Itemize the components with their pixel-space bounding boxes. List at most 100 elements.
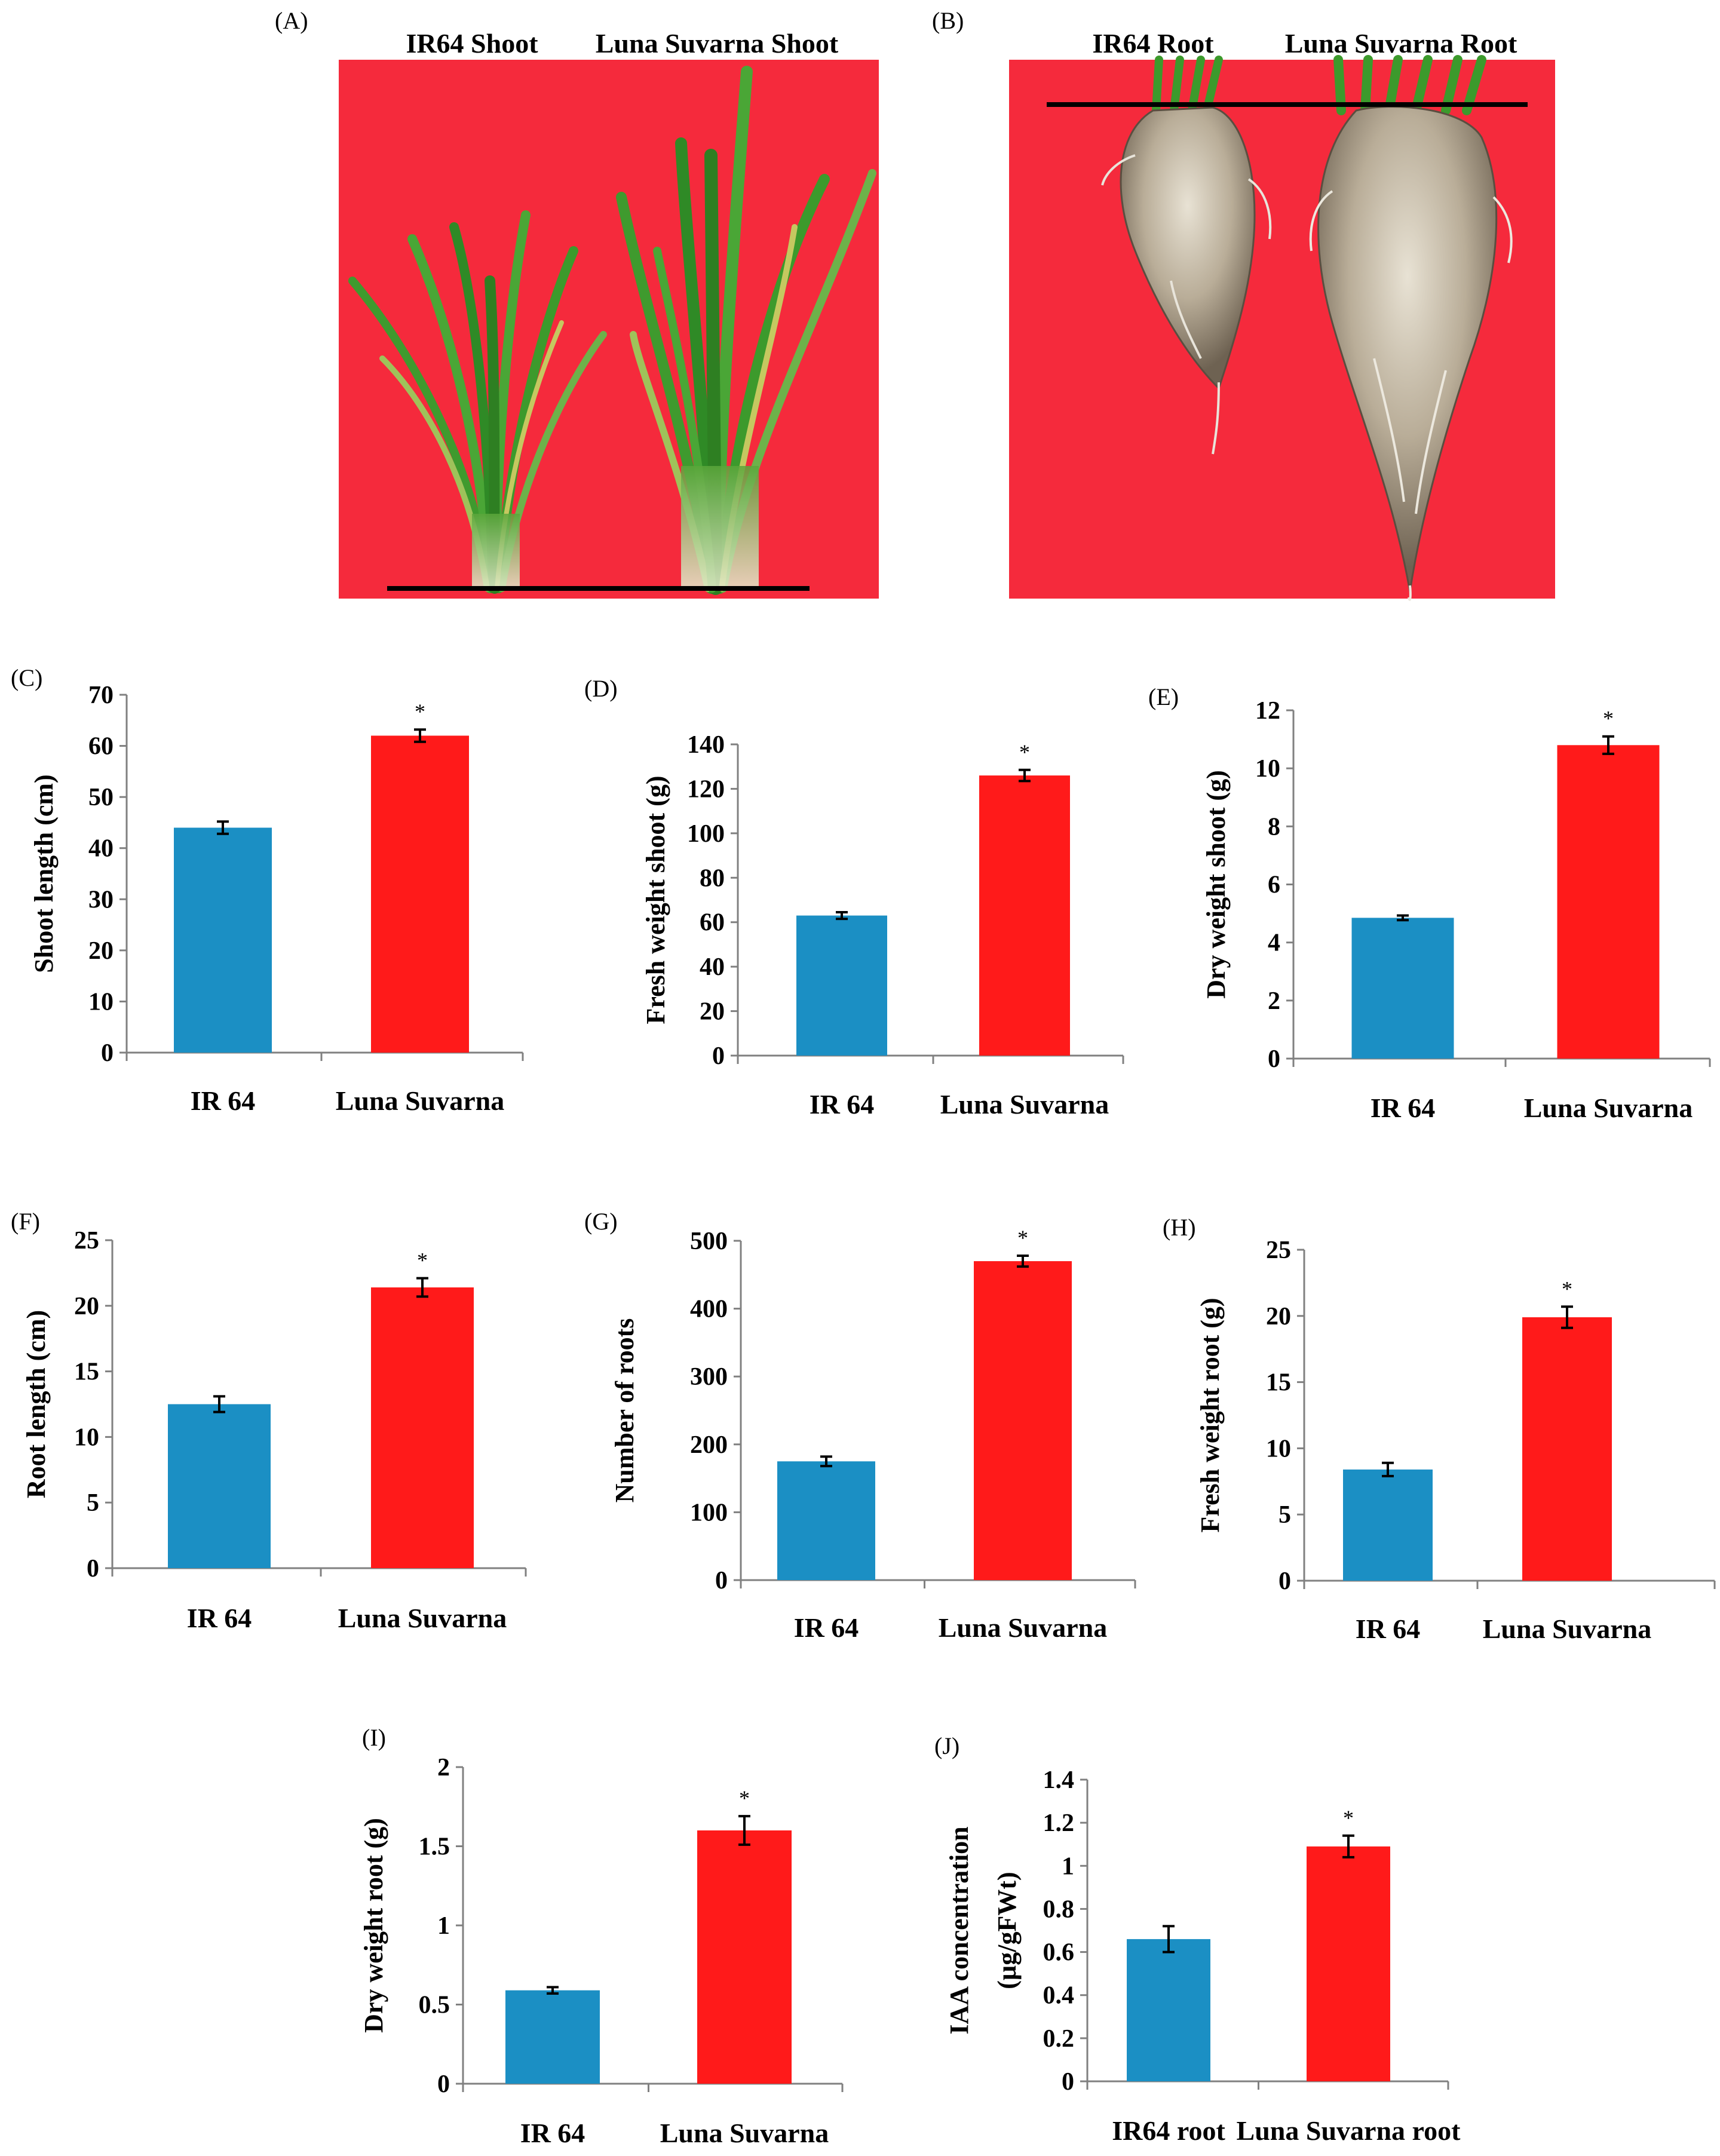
y-tick-label: 40 [88,835,114,863]
significance-star: * [1603,707,1614,731]
panel-label: (J) [934,1732,959,1759]
bar-luna-suvarna [697,1830,792,2084]
y-tick-label: 0 [715,1567,728,1594]
y-tick-label: 10 [1266,1435,1291,1462]
bar-ir64 [796,915,887,1056]
panel-label: (G) [584,1208,618,1235]
y-tick-label: 80 [700,864,725,892]
category-label: Luna Suvarna [1483,1614,1652,1644]
y-tick-label: 20 [88,937,114,965]
significance-star: * [1019,740,1030,764]
y-tick-label: 5 [1278,1501,1291,1529]
y-axis-label: Number of roots [610,1318,639,1503]
bar-luna-suvarna [1557,745,1660,1059]
y-tick-label: 40 [700,953,725,981]
y-tick-label: 70 [88,682,114,709]
y-tick-label: 2 [1268,987,1280,1015]
y-tick-label: 10 [1255,755,1280,783]
y-axis-label: Dry weight shoot (g) [1201,770,1231,999]
luna-root-stems [1333,55,1486,115]
y-tick-label: 100 [687,820,725,848]
y-tick-label: 0 [101,1039,114,1067]
y-tick-label: 6 [1268,872,1280,899]
y-axis-label: Root length (cm) [22,1310,51,1498]
y-tick-label: 10 [88,988,114,1016]
category-label: Luna Suvarna [338,1603,507,1633]
category-label: IR 64 [794,1612,859,1643]
panel-label: (C) [11,664,42,691]
category-label: IR64 root [1112,2115,1225,2146]
y-tick-label: 0 [1278,1568,1291,1595]
luna-shoot-stem [681,466,759,590]
category-label: Luna Suvarna [660,2118,829,2148]
bar-luna-suvarna [974,1261,1072,1580]
y-tick-label: 1 [437,1912,450,1940]
chart-g: (G) 0 100 200 300 400 500 IR 64 * Luna Suvarna Num… [584,1208,1136,1643]
bar-ir64 [1343,1469,1433,1581]
y-tick-label: 1 [1062,1853,1074,1880]
chart-f: (F) 0 5 10 15 20 25 IR 64 * Luna Suvarna Root leng… [11,1208,527,1633]
bar-ir64 [1351,918,1454,1059]
ir64-shoot-stem [472,514,520,590]
y-tick-label: 4 [1268,930,1280,957]
category-label: Luna Suvarna [336,1085,505,1116]
bar-ir64 [505,1990,600,2084]
panel-label: (D) [584,675,618,702]
category-label: IR 64 [1356,1614,1421,1644]
y-tick-label: 120 [687,775,725,803]
significance-star: * [415,700,425,723]
chart-e: (E) 0 2 4 6 8 10 12 IR 64 * Luna Suvarna Dry weight… [1148,683,1711,1123]
significance-star: * [1562,1277,1572,1301]
photo-title-luna-root: Luna Suvarna Root [1285,28,1517,59]
bar-ir64 [1127,1939,1210,2081]
category-label: IR 64 [191,1085,256,1116]
category-label: Luna Suvarna [940,1089,1109,1120]
panel-label: (H) [1163,1214,1196,1241]
y-tick-label: 20 [700,998,725,1026]
bar-luna-suvarna [1522,1317,1612,1581]
y-tick-label: 300 [690,1363,728,1391]
photo-title-ir64-shoot: IR64 Shoot [406,28,538,59]
y-axis-label: Fresh weight root (g) [1195,1298,1225,1532]
y-tick-label: 0.8 [1043,1896,1075,1923]
chart-i: (I) 0 0.5 1 1.5 2 IR 64 * Luna Suvarna Dry weight… [359,1724,844,2148]
ir64-root-fibers [1101,154,1272,455]
chart-c: (C) 0 10 20 30 40 50 60 70 IR 64 * Luna Suvarna Shoo… [11,664,524,1116]
significance-star: * [1017,1226,1028,1250]
significance-star: * [739,1786,750,1810]
photo-title-luna-shoot: Luna Suvarna Shoot [596,28,839,59]
y-tick-label: 8 [1268,813,1280,841]
y-tick-label: 100 [690,1499,728,1526]
bar-ir64 [174,827,272,1053]
y-tick-label: 0.5 [419,1992,450,2019]
bar-ir64 [168,1404,271,1568]
y-tick-label: 50 [88,784,114,811]
panel-label: (I) [362,1724,386,1751]
panel-label-a: (A) [275,7,308,34]
category-label: IR 64 [187,1603,252,1633]
y-axis-label: Fresh weight shoot (g) [641,776,670,1025]
y-tick-label: 30 [88,886,114,913]
y-axis-label: Dry weight root (g) [359,1818,388,2033]
y-tick-label: 15 [1266,1369,1291,1397]
y-tick-label: 0 [712,1042,725,1070]
y-axis-label: Shoot length (cm) [29,774,59,973]
y-tick-label: 140 [687,731,725,759]
y-tick-label: 15 [74,1358,99,1386]
y-tick-label: 60 [88,733,114,760]
y-tick-label: 12 [1255,697,1280,725]
y-tick-label: 10 [74,1424,99,1451]
bar-luna-suvarna [1307,1846,1390,2081]
category-label: Luna Suvarna [1524,1093,1693,1123]
y-tick-label: 25 [1266,1237,1291,1264]
y-tick-label: 1.5 [419,1833,450,1861]
bar-ir64 [777,1461,875,1580]
y-tick-label: 0 [87,1555,99,1583]
chart-h: (H) 0 5 10 15 20 25 IR 64 * Luna Suvarna Fresh wei… [1163,1214,1716,1644]
significance-star: * [417,1249,428,1272]
y-tick-label: 0.4 [1043,1982,1075,2010]
y-tick-label: 20 [74,1293,99,1320]
panel-label: (F) [11,1208,40,1235]
y-tick-label: 0 [1268,1045,1280,1073]
